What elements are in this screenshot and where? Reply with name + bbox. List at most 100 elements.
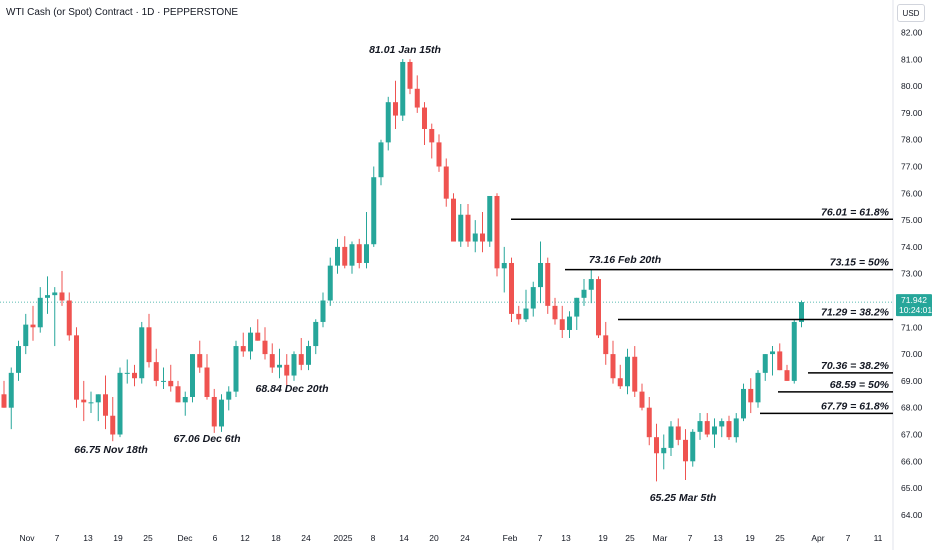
candle [161,367,166,389]
candle [240,332,246,357]
candle [458,204,464,247]
time-tick-label: 7 [688,533,693,543]
candle-body [733,418,739,438]
candle [733,413,739,443]
candle [429,123,435,159]
candle [654,423,659,482]
candle [755,370,761,408]
candle-body [472,233,478,242]
candle [552,297,558,325]
time-tick-label: 11 [874,533,883,543]
time-tick-label: 12 [240,533,250,543]
candle [574,297,580,330]
candle-body [16,346,21,373]
price-tick-label: 78.00 [901,135,923,145]
candle-body [625,356,630,387]
candle-body [480,233,485,242]
candle [248,327,253,360]
candle-body [23,324,29,347]
candle [675,418,681,446]
price-tick-label: 69.00 [901,376,923,386]
candle-body [791,321,797,381]
candle [110,396,116,442]
candle-body [414,88,420,108]
price-annotation: 65.25 Mar 5th [650,492,717,504]
candle-body [762,354,768,373]
candle [726,415,732,440]
candle [103,375,108,430]
candle [16,340,21,381]
candle [226,386,232,411]
candle [400,59,406,121]
candle-body [8,372,14,408]
candle [625,348,630,395]
candle [501,246,507,293]
time-axis[interactable]: Nov 7 13 19 25 Dec 6 12 18 24 2025 8 14 20 24 Feb 7 13 19 2… [19,533,882,543]
candle-body [530,287,536,309]
candle [313,319,319,355]
time-tick-label: 13 [83,533,93,543]
candle-body [429,128,435,143]
time-tick-label: Mar [653,533,668,543]
fib-level-label: 73.15 = 50% [830,257,890,269]
candle [66,292,72,341]
time-tick-label: 24 [460,533,470,543]
candle [480,212,485,253]
time-tick-label: 7 [538,533,543,543]
fib-levels[interactable]: 76.01 = 61.8% 73.15 = 50% 71.29 = 38.2% 70.… [511,206,893,415]
candle [588,269,594,304]
candle-body [465,214,471,242]
candle-body [407,61,413,89]
candle [581,279,587,306]
candle-body [349,244,355,266]
time-tick-label: 25 [625,533,635,543]
candle-body [233,346,239,392]
candle-body [654,437,659,454]
candle-body [443,166,449,199]
candle-body [596,279,601,336]
candle-body [59,292,65,301]
time-tick-label: 18 [271,533,281,543]
candle [88,391,94,414]
candle [153,348,159,387]
time-tick-label: Dec [177,533,193,543]
candle-body [327,265,333,301]
candle-body [784,370,790,381]
candle-body [197,354,203,368]
price-tick-label: 73.00 [901,269,923,279]
candle [487,195,493,247]
candle-body [313,321,319,347]
candle-body [320,300,326,322]
candle [95,394,101,422]
candle-body [770,351,775,355]
candle [190,354,195,403]
candle-body [306,346,311,365]
candle [204,354,210,400]
price-axis[interactable]: 64.00 65.00 66.00 67.00 68.00 69.00 70.00 71.00… [901,28,923,520]
time-tick-label: 19 [598,533,608,543]
candle [509,257,514,322]
candle [530,281,536,317]
candle [762,354,768,381]
time-tick-label: 25 [775,533,785,543]
candle [52,287,58,347]
candle [320,292,326,328]
candle-body [675,426,681,440]
candle-body [588,279,594,290]
candle-body [95,394,101,403]
candle [697,413,703,440]
candle [436,134,442,172]
candle [233,340,239,397]
price-tick-label: 67.00 [901,430,923,440]
candle [364,212,369,269]
currency-button[interactable]: USD [897,4,925,22]
candle [545,257,551,314]
time-tick-label: 6 [213,533,218,543]
fib-level-label: 68.59 = 50% [830,379,890,391]
candle-body [704,421,710,435]
candle-body [639,391,645,408]
price-tick-label: 82.00 [901,28,923,38]
candle-body [153,362,159,381]
countdown-value: 10:24:01 [899,305,932,315]
